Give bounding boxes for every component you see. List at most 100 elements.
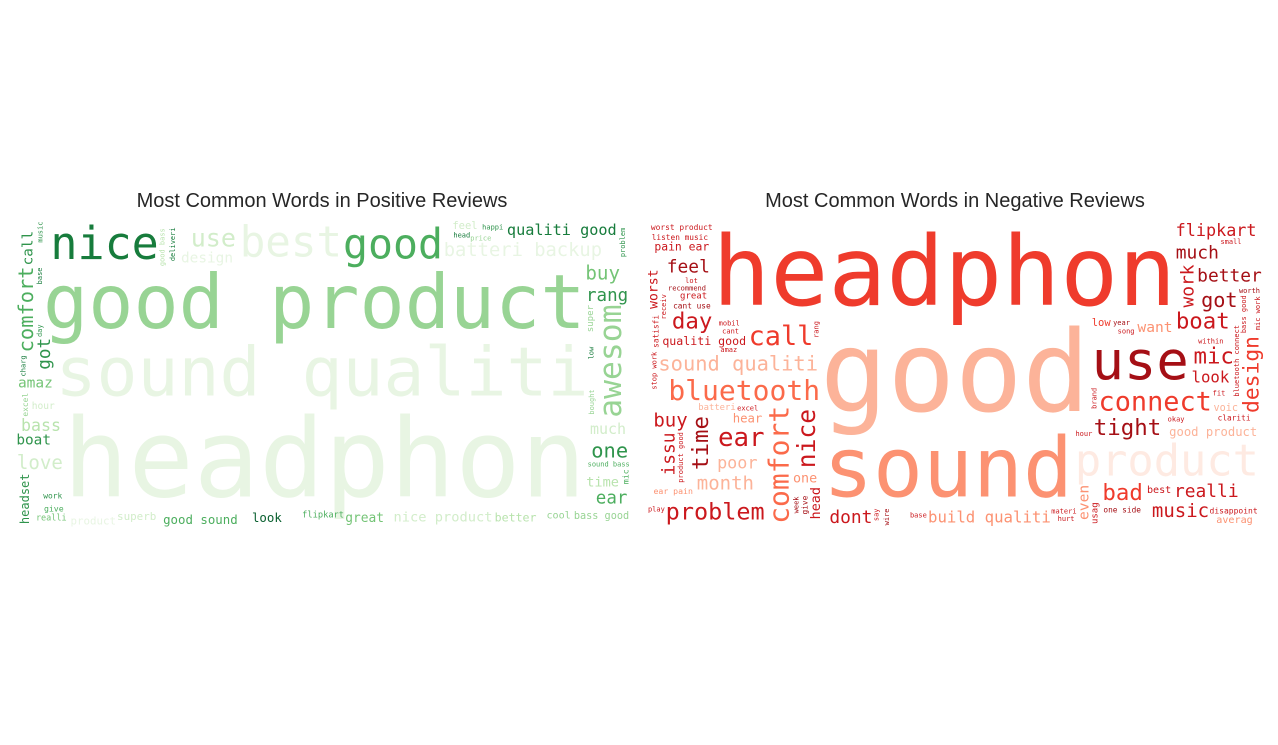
cloud-word: good product: [1169, 425, 1257, 439]
cloud-word: buy: [585, 261, 620, 284]
cloud-word: problem: [666, 498, 765, 526]
cloud-word: nice: [792, 409, 821, 468]
cloud-word: rang: [586, 286, 628, 306]
cloud-word: good: [343, 219, 443, 268]
cloud-word: qualiti good: [662, 334, 746, 348]
cloud-word: clariti: [1218, 413, 1251, 422]
cloud-word: bass: [21, 416, 61, 435]
cloud-word: week: [793, 496, 801, 514]
cloud-word: worst: [646, 269, 661, 308]
cloud-word: mic work: [1254, 296, 1262, 331]
cloud-word: great: [680, 292, 707, 302]
cloud-word: good sound: [163, 512, 238, 527]
cloud-word: stop work: [650, 351, 658, 390]
cloud-word: build qualiti: [928, 508, 1051, 527]
cloud-word: disappoint: [1210, 507, 1258, 516]
cloud-word: realli: [1174, 481, 1239, 502]
cloud-word: music: [37, 222, 45, 243]
cloud-word: much: [1176, 242, 1219, 263]
cloud-word: boat: [1176, 309, 1230, 335]
cloud-word: rang: [813, 321, 821, 338]
cloud-word: batteri: [698, 403, 735, 413]
cloud-word: mic: [1193, 343, 1233, 369]
cloud-word: mic: [620, 469, 630, 484]
cloud-word: time: [586, 475, 619, 491]
cloud-word: sound qualiti: [56, 334, 589, 413]
cloud-word: best: [240, 219, 342, 268]
cloud-word: hour: [1075, 430, 1092, 438]
cloud-word: receiv: [660, 294, 668, 319]
cloud-word: low: [1092, 317, 1112, 329]
cloud-word: issu: [659, 432, 680, 475]
cloud-word: averag: [1216, 515, 1252, 526]
cloud-word: sound qualiti: [658, 352, 818, 376]
cloud-word: lot: [685, 277, 698, 285]
cloud-word: excel: [737, 405, 758, 413]
cloud-word: flipkart: [1176, 220, 1257, 240]
cloud-word: got: [1201, 288, 1237, 312]
cloud-word: qualiti good: [507, 221, 617, 239]
cloud-word: better: [495, 511, 537, 525]
cloud-word: product good: [677, 432, 685, 483]
cloud-word: super: [586, 304, 596, 332]
cloud-word: boat: [16, 433, 51, 449]
cloud-word: headphon: [712, 218, 1176, 328]
positive-cloud-title: Most Common Words in Positive Reviews: [136, 190, 508, 212]
cloud-word: within: [1198, 338, 1223, 346]
cloud-word: bass good: [574, 511, 629, 522]
cloud-word: wire: [883, 508, 891, 525]
cloud-word: feel: [452, 220, 477, 232]
cloud-word: awesom: [593, 304, 629, 417]
cloud-word: charg: [20, 355, 28, 376]
cloud-word: buy: [653, 410, 687, 432]
cloud-word: flipkart: [302, 510, 344, 520]
cloud-word: year: [1113, 319, 1130, 327]
cloud-word: amaz: [720, 346, 737, 354]
cloud-word: bluetooth connect: [1233, 325, 1241, 397]
cloud-word: say: [872, 508, 880, 521]
cloud-word: headset: [18, 474, 32, 525]
cloud-word: sound bass: [588, 461, 630, 469]
cloud-word: day: [672, 308, 712, 334]
cloud-word: tight: [1094, 415, 1161, 441]
cloud-word: bad: [1102, 480, 1142, 506]
cloud-word: low: [587, 346, 595, 359]
cloud-word: worth: [1239, 287, 1260, 295]
cloud-word: okay: [1168, 415, 1185, 423]
cloud-word: hour: [32, 401, 55, 412]
cloud-word: feel: [667, 257, 710, 278]
cloud-word: cool: [546, 510, 570, 521]
cloud-word: superb: [117, 510, 156, 523]
cloud-word: call: [749, 321, 814, 352]
cloud-word: poor: [717, 453, 757, 473]
cloud-word: ear: [596, 488, 628, 508]
cloud-word: voic: [1214, 403, 1239, 414]
cloud-word: product: [1075, 435, 1259, 486]
cloud-word: good bass: [159, 228, 167, 266]
cloud-word: got: [35, 338, 55, 370]
cloud-word: look: [1192, 368, 1230, 387]
cloud-word: sound: [823, 420, 1073, 517]
cloud-word: fit: [1213, 389, 1226, 397]
cloud-word: hear: [733, 411, 763, 425]
cloud-word: base: [910, 511, 927, 519]
cloud-word: connect: [1099, 387, 1212, 418]
cloud-word: time: [688, 416, 714, 470]
cloud-word: recommend: [668, 285, 706, 293]
negative-cloud-title: Most Common Words in Negative Reviews: [765, 190, 1145, 212]
cloud-word: one: [591, 439, 628, 463]
cloud-word: bluetooth: [668, 374, 820, 407]
cloud-word: give: [44, 504, 64, 514]
cloud-word: want: [1137, 319, 1172, 336]
cloud-word: much: [590, 420, 626, 438]
negative-word-cloud: good sound headphon product use sound qualiti…: [645, 218, 1265, 528]
cloud-word: usag: [1090, 502, 1100, 524]
cloud-word: amaz: [18, 376, 53, 392]
cloud-word: comfort: [14, 266, 38, 352]
cloud-word: play: [648, 506, 665, 514]
cloud-word: good product: [43, 258, 586, 346]
cloud-word: one side: [1103, 506, 1141, 515]
cloud-word: problem: [619, 228, 627, 258]
cloud-word: even: [1075, 485, 1092, 520]
